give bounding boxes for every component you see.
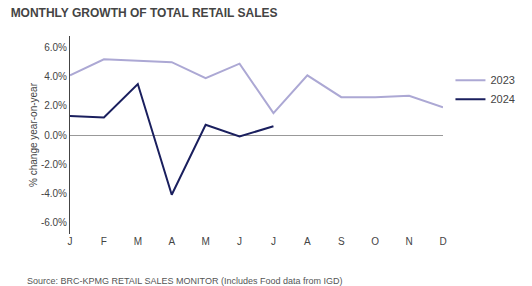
svg-text:J: J bbox=[237, 236, 242, 247]
svg-text:-2.0%: -2.0% bbox=[41, 159, 67, 170]
svg-text:M: M bbox=[201, 236, 209, 247]
svg-text:N: N bbox=[405, 236, 412, 247]
svg-text:6.0%: 6.0% bbox=[44, 42, 67, 53]
svg-text:J: J bbox=[271, 236, 276, 247]
svg-text:J: J bbox=[68, 236, 73, 247]
svg-text:0.0%: 0.0% bbox=[44, 130, 67, 141]
svg-text:A: A bbox=[168, 236, 175, 247]
svg-text:F: F bbox=[101, 236, 107, 247]
svg-text:MONTHLY GROWTH OF TOTAL RETAIL: MONTHLY GROWTH OF TOTAL RETAIL SALES bbox=[11, 6, 278, 20]
svg-text:% change year-on-year: % change year-on-year bbox=[28, 82, 39, 187]
svg-text:Source: BRC-KPMG RETAIL SALES: Source: BRC-KPMG RETAIL SALES MONITOR (I… bbox=[27, 276, 342, 286]
svg-text:-4.0%: -4.0% bbox=[41, 188, 67, 199]
svg-text:D: D bbox=[439, 236, 446, 247]
svg-text:2024: 2024 bbox=[490, 93, 514, 105]
svg-text:2023: 2023 bbox=[490, 74, 514, 86]
svg-text:M: M bbox=[134, 236, 142, 247]
svg-text:A: A bbox=[304, 236, 311, 247]
svg-text:S: S bbox=[338, 236, 345, 247]
svg-text:O: O bbox=[371, 236, 379, 247]
svg-text:2.0%: 2.0% bbox=[44, 100, 67, 111]
svg-text:4.0%: 4.0% bbox=[44, 71, 67, 82]
svg-text:-6.0%: -6.0% bbox=[41, 217, 67, 228]
